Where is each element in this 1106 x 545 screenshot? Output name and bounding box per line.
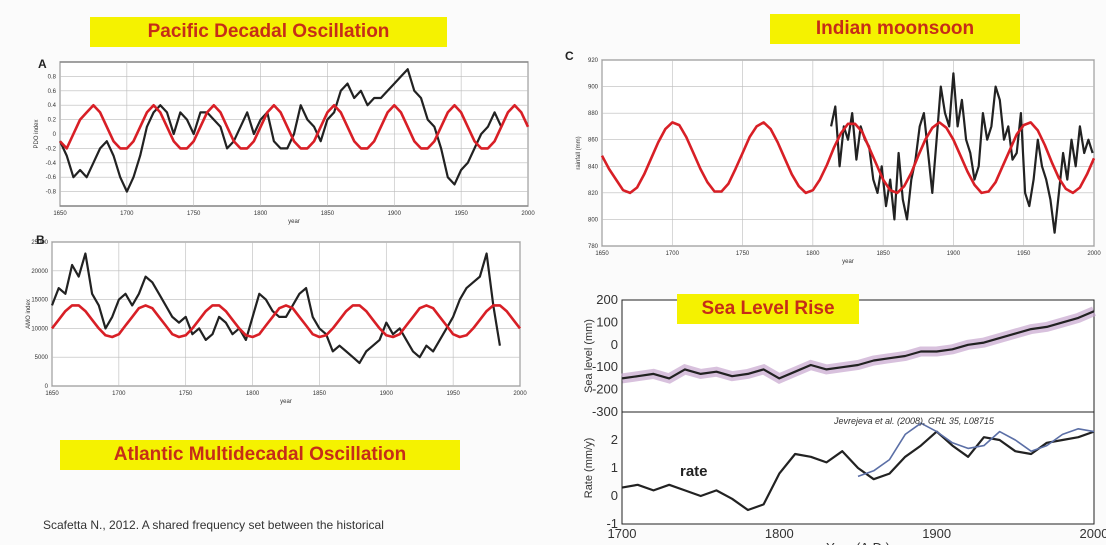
amo-x-tick-label: 1650 bbox=[45, 391, 59, 397]
sea-level-title-banner: Sea Level Rise bbox=[677, 294, 859, 324]
amo-y-tick-label: 0 bbox=[45, 384, 49, 390]
pdo-title-banner: Pacific Decadal Oscillation bbox=[90, 17, 447, 47]
monsoon-y-tick-label: 840 bbox=[588, 164, 599, 170]
amo-x-tick-label: 1950 bbox=[446, 391, 460, 397]
sea_level-data-line bbox=[621, 310, 1095, 380]
amo-y-axis-label: AMO index bbox=[26, 299, 32, 329]
monsoon-y-tick-label: 800 bbox=[588, 217, 599, 223]
amo-x-tick-label: 1700 bbox=[112, 391, 126, 397]
pdo-model-line bbox=[59, 103, 530, 150]
monsoon-y-axis-label: rainfall (mm) bbox=[576, 136, 582, 169]
monsoon-model-line bbox=[600, 121, 1096, 195]
pdo-y-tick-label: -0.8 bbox=[46, 190, 57, 196]
pdo-data-line bbox=[59, 68, 503, 193]
amo-x-tick-label: 1750 bbox=[179, 391, 193, 397]
sea_rate-y-tick-label: -1 bbox=[606, 516, 618, 531]
amo-x-tick-label: 1850 bbox=[313, 391, 327, 397]
pdo-y-tick-label: 0.2 bbox=[48, 118, 57, 124]
amo-y-tick-label: 10000 bbox=[31, 326, 48, 332]
pdo-plot: 1650 1700 1750 1800 1850 1900 1950 2000 -0.8 -0.6… bbox=[34, 61, 535, 225]
monsoon-y-tick-label: 780 bbox=[588, 244, 599, 250]
monsoon-x-tick-label: 1700 bbox=[666, 251, 680, 257]
amo-plot: 1650 1700 1750 1800 1850 1900 1950 200005000100… bbox=[26, 240, 527, 405]
monsoon-x-tick-label: 2000 bbox=[1087, 251, 1101, 257]
monsoon-y-tick-label: 860 bbox=[588, 138, 599, 144]
sea_level-y-tick-label: 200 bbox=[596, 292, 618, 307]
pdo-x-axis-label: year bbox=[288, 219, 300, 225]
sea_rate-plot: 1700 1800 1900 2000 -1 0 1 2 Year (A.D.) Rate (mm… bbox=[583, 411, 1106, 545]
pdo-y-tick-label: -0.6 bbox=[46, 175, 57, 181]
sea_rate-x-tick-label: 1900 bbox=[922, 526, 951, 541]
amo-x-axis-label: year bbox=[280, 399, 292, 405]
amo-x-tick-label: 1800 bbox=[246, 391, 260, 397]
pdo-x-tick-label: 1800 bbox=[254, 211, 268, 217]
monsoon-plot-frame bbox=[601, 59, 1095, 247]
sea_rate-y-tick-label: 1 bbox=[611, 460, 618, 475]
pdo-x-tick-label: 1750 bbox=[187, 211, 201, 217]
citation-text: Scafetta N., 2012. A shared frequency se… bbox=[43, 518, 384, 532]
sea_level-y-tick-label: -200 bbox=[592, 382, 618, 397]
amo-y-tick-label: 5000 bbox=[35, 355, 49, 361]
sea_rate-data2-line bbox=[857, 422, 1095, 478]
pdo-y-tick-label: 0.6 bbox=[48, 89, 57, 95]
monsoon-y-tick-label: 820 bbox=[588, 191, 599, 197]
monsoon-x-tick-label: 1650 bbox=[595, 251, 609, 257]
pdo-y-tick-label: 0 bbox=[53, 132, 57, 138]
pdo-x-tick-label: 1900 bbox=[388, 211, 402, 217]
pdo-y-tick-label: 0.4 bbox=[48, 103, 57, 109]
amo-x-tick-label: 2000 bbox=[513, 391, 527, 397]
sea_level-y-tick-label: -100 bbox=[592, 359, 618, 374]
sea_level-y-tick-label: -300 bbox=[592, 404, 618, 419]
pdo-y-tick-label: -0.2 bbox=[46, 146, 57, 152]
amo-x-tick-label: 1900 bbox=[380, 391, 394, 397]
monsoon-x-axis-label: year bbox=[842, 259, 854, 265]
panel-letter-b: B bbox=[36, 233, 45, 247]
pdo-x-tick-label: 1850 bbox=[321, 211, 335, 217]
sea_rate-x-tick-label: 1800 bbox=[765, 526, 794, 541]
sea_rate-data-line bbox=[621, 430, 1095, 512]
sea_rate-x-tick-label: 1700 bbox=[608, 526, 637, 541]
panel-letter-a: A bbox=[38, 57, 47, 71]
sea_level-y-tick-label: 100 bbox=[596, 314, 618, 329]
pdo-x-tick-label: 1700 bbox=[120, 211, 134, 217]
sea_rate-y-axis-label: Rate (mm/y) bbox=[583, 438, 595, 499]
sea_rate-citation-annotation: Jevrejeva et al. (2008), GRL 35, L08715 bbox=[833, 416, 995, 426]
pdo-y-tick-label: -0.4 bbox=[46, 161, 57, 167]
monsoon-x-tick-label: 1850 bbox=[876, 251, 890, 257]
pdo-y-axis-label: PDO index bbox=[34, 119, 40, 148]
panel-letter-c: C bbox=[565, 49, 574, 63]
pdo-x-tick-label: 2000 bbox=[521, 211, 535, 217]
amo-plot-frame bbox=[51, 241, 521, 387]
sea_level-y-axis-label: Sea level (mm) bbox=[583, 319, 595, 393]
monsoon-data-line bbox=[830, 72, 1094, 234]
monsoon-x-tick-label: 1800 bbox=[806, 251, 820, 257]
pdo-x-tick-label: 1650 bbox=[53, 211, 67, 217]
sea_rate-x-axis-label: Year (A.D.) bbox=[826, 540, 890, 545]
amo-y-tick-label: 20000 bbox=[31, 269, 48, 275]
pdo-x-tick-label: 1950 bbox=[454, 211, 468, 217]
monsoon-y-tick-label: 880 bbox=[588, 111, 599, 117]
sea_level-y-tick-label: 0 bbox=[611, 337, 618, 352]
monsoon-plot: 1650 1700 1750 1800 1850 1900 1950 2000 780 800 82… bbox=[576, 58, 1101, 265]
monsoon-title-banner: Indian moonsoon bbox=[770, 14, 1020, 44]
monsoon-y-tick-label: 920 bbox=[588, 58, 599, 64]
amo-model-line bbox=[50, 304, 522, 339]
monsoon-y-tick-label: 900 bbox=[588, 85, 599, 91]
amo-title-banner: Atlantic Multidecadal Oscillation bbox=[60, 440, 460, 470]
amo-y-tick-label: 15000 bbox=[31, 298, 48, 304]
monsoon-x-tick-label: 1900 bbox=[947, 251, 961, 257]
sea_rate-rate-annotation: rate bbox=[680, 463, 708, 480]
sea_rate-x-tick-label: 2000 bbox=[1080, 526, 1106, 541]
monsoon-x-tick-label: 1750 bbox=[736, 251, 750, 257]
pdo-y-tick-label: 0.8 bbox=[48, 74, 57, 80]
sea_rate-y-tick-label: 0 bbox=[611, 488, 618, 503]
amo-y-tick-label: 25000 bbox=[31, 240, 48, 246]
monsoon-x-tick-label: 1950 bbox=[1017, 251, 1031, 257]
sea_rate-y-tick-label: 2 bbox=[611, 432, 618, 447]
